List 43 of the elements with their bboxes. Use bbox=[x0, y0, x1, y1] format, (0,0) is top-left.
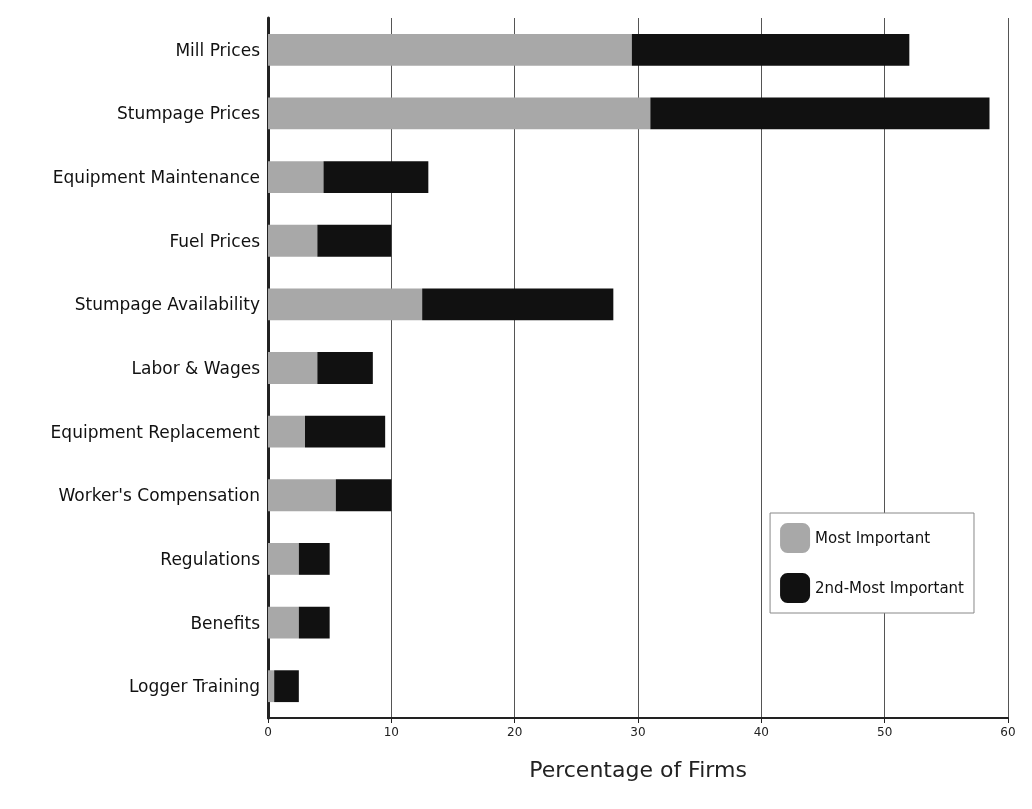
bar bbox=[323, 161, 429, 193]
bar bbox=[317, 224, 392, 257]
x-tick-label: 30 bbox=[630, 725, 646, 739]
bar bbox=[268, 352, 318, 384]
bar bbox=[305, 415, 386, 448]
y-tick-label: Fuel Prices bbox=[169, 230, 261, 251]
bar bbox=[268, 224, 318, 257]
bar bbox=[268, 479, 336, 512]
y-tick-label: Stumpage Availability bbox=[74, 294, 260, 315]
y-tick-label: Worker's Compensation bbox=[58, 485, 260, 506]
y-tick-label: Regulations bbox=[160, 548, 261, 569]
bar bbox=[268, 33, 632, 66]
bar bbox=[268, 670, 275, 703]
legend-label: Most Important bbox=[815, 529, 931, 547]
y-tick-label: Logger Training bbox=[128, 676, 260, 697]
x-tick-label: 0 bbox=[264, 725, 272, 739]
bar bbox=[268, 161, 324, 193]
y-tick-label: Benefits bbox=[190, 612, 261, 633]
y-tick-label: Labor & Wages bbox=[131, 358, 261, 378]
x-tick-label: 50 bbox=[877, 725, 893, 739]
bar bbox=[422, 288, 614, 321]
bar bbox=[268, 415, 305, 448]
x-tick-label: 10 bbox=[383, 725, 399, 739]
x-tick-label: 40 bbox=[753, 725, 769, 739]
bar bbox=[298, 606, 330, 639]
x-tick-label: 60 bbox=[1000, 725, 1016, 739]
legend-label: 2nd-Most Important bbox=[815, 579, 965, 597]
bar bbox=[298, 543, 330, 575]
bar bbox=[335, 479, 392, 512]
x-tick-label: 20 bbox=[507, 725, 523, 739]
y-tick-label: Mill Prices bbox=[175, 39, 261, 60]
bar bbox=[631, 33, 910, 66]
x-axis-title: Percentage of Firms bbox=[529, 756, 747, 782]
y-tick-label: Equipment Replacement bbox=[50, 421, 261, 442]
bar bbox=[274, 670, 299, 703]
bar bbox=[650, 97, 990, 130]
y-tick-label: Stumpage Prices bbox=[117, 103, 261, 124]
bar bbox=[317, 352, 373, 384]
y-tick-label: Equipment Maintenance bbox=[52, 167, 260, 188]
bar bbox=[268, 288, 423, 321]
bar bbox=[268, 543, 299, 575]
bar bbox=[268, 606, 299, 639]
bar bbox=[268, 97, 651, 130]
